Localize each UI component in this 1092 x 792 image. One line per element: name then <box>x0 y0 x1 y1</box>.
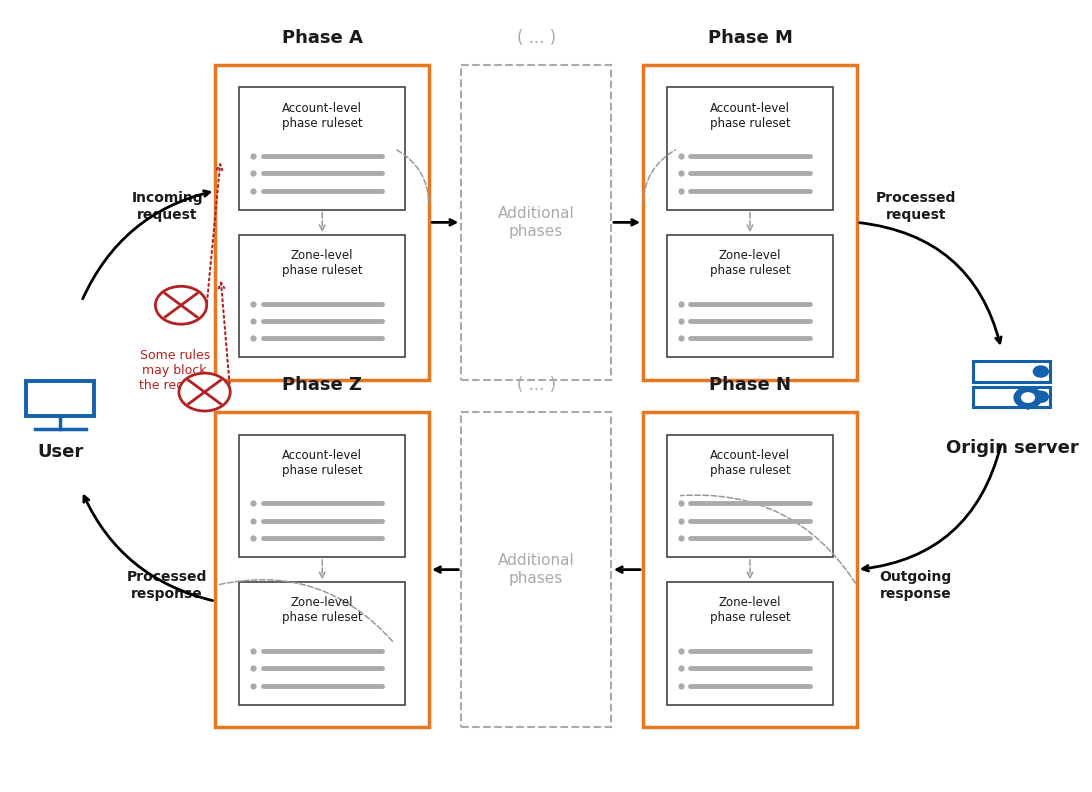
Text: Zone-level
phase ruleset: Zone-level phase ruleset <box>710 596 791 624</box>
FancyBboxPatch shape <box>643 412 857 728</box>
Text: Account-level
phase ruleset: Account-level phase ruleset <box>282 101 363 130</box>
FancyBboxPatch shape <box>973 386 1051 407</box>
Text: Origin server: Origin server <box>946 440 1078 458</box>
Text: Some rules
may block
the request: Some rules may block the request <box>139 348 211 392</box>
FancyBboxPatch shape <box>239 435 405 557</box>
FancyBboxPatch shape <box>667 582 833 705</box>
Text: Phase N: Phase N <box>709 376 791 394</box>
Text: Zone-level
phase ruleset: Zone-level phase ruleset <box>282 249 363 277</box>
Text: Zone-level
phase ruleset: Zone-level phase ruleset <box>282 596 363 624</box>
Text: User: User <box>37 444 83 462</box>
Text: Account-level
phase ruleset: Account-level phase ruleset <box>282 449 363 477</box>
Text: Outgoing
response: Outgoing response <box>879 570 952 600</box>
FancyBboxPatch shape <box>215 412 429 728</box>
Text: Processed
response: Processed response <box>127 570 207 600</box>
FancyBboxPatch shape <box>239 582 405 705</box>
FancyBboxPatch shape <box>973 361 1051 382</box>
Text: Account-level
phase ruleset: Account-level phase ruleset <box>710 101 791 130</box>
FancyBboxPatch shape <box>461 64 610 380</box>
FancyBboxPatch shape <box>667 87 833 210</box>
FancyBboxPatch shape <box>667 435 833 557</box>
FancyBboxPatch shape <box>643 64 857 380</box>
Circle shape <box>1014 387 1042 408</box>
Text: Incoming
request: Incoming request <box>131 192 203 222</box>
FancyBboxPatch shape <box>239 235 405 357</box>
Text: Phase M: Phase M <box>708 29 793 48</box>
Circle shape <box>179 373 230 411</box>
Text: Phase Z: Phase Z <box>282 376 363 394</box>
Text: ( ... ): ( ... ) <box>517 29 556 48</box>
Polygon shape <box>1020 402 1036 409</box>
Circle shape <box>1033 366 1048 377</box>
Text: Zone-level
phase ruleset: Zone-level phase ruleset <box>710 249 791 277</box>
Text: Account-level
phase ruleset: Account-level phase ruleset <box>710 449 791 477</box>
FancyBboxPatch shape <box>461 412 610 728</box>
Text: Processed
request: Processed request <box>876 192 956 222</box>
FancyBboxPatch shape <box>215 64 429 380</box>
Text: Additional
phases: Additional phases <box>498 554 574 586</box>
FancyBboxPatch shape <box>26 381 94 416</box>
FancyBboxPatch shape <box>667 235 833 357</box>
Circle shape <box>1033 391 1048 402</box>
Text: Phase A: Phase A <box>282 29 363 48</box>
Text: Additional
phases: Additional phases <box>498 206 574 238</box>
FancyBboxPatch shape <box>239 87 405 210</box>
Circle shape <box>155 286 206 324</box>
Circle shape <box>1022 393 1034 402</box>
Text: ( ... ): ( ... ) <box>517 376 556 394</box>
